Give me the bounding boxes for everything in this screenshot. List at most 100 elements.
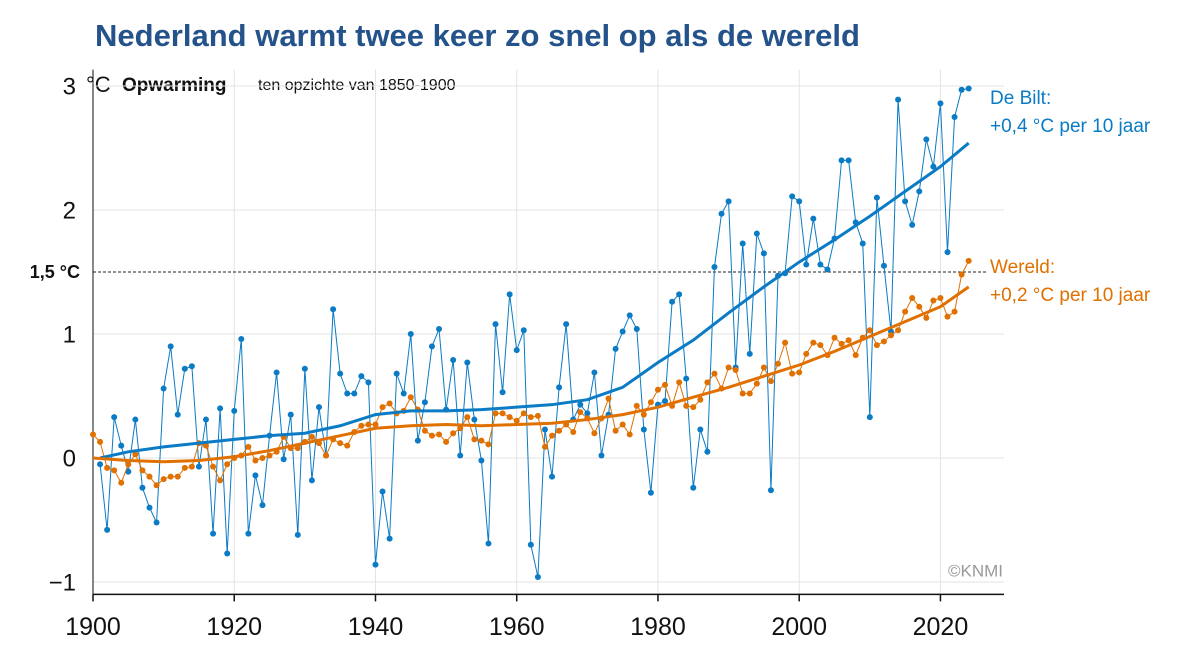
data-point (789, 193, 796, 200)
data-point (478, 457, 485, 464)
data-point (880, 338, 887, 345)
data-point (188, 463, 195, 470)
data-point (379, 404, 386, 411)
data-point (436, 326, 443, 333)
data-point (259, 502, 266, 509)
data-line (92, 260, 970, 486)
data-point (231, 407, 238, 414)
data-point (273, 369, 280, 376)
data-point (471, 436, 478, 443)
data-point (97, 461, 104, 468)
data-point (902, 198, 909, 205)
data-point (499, 389, 506, 396)
data-point (676, 291, 683, 298)
data-point (909, 295, 916, 302)
data-point (633, 402, 640, 409)
data-point (210, 463, 217, 470)
data-point (125, 461, 132, 468)
data-point (944, 249, 951, 256)
data-point (407, 394, 414, 401)
data-point (365, 421, 372, 428)
data-point (534, 412, 541, 419)
data-point (789, 370, 796, 377)
y-tick-label: 1 (63, 321, 76, 348)
data-point (951, 114, 958, 120)
data-point (591, 430, 598, 437)
data-point (704, 379, 711, 386)
data-point (534, 574, 541, 581)
data-point (287, 411, 294, 418)
data-point (259, 455, 266, 461)
data-point (654, 386, 661, 393)
trend-label: +0,4 °C per 10 jaar (990, 116, 1151, 137)
data-point (393, 370, 400, 377)
data-point (111, 467, 118, 474)
data-point (591, 369, 598, 376)
data-point (146, 473, 153, 480)
data-point (866, 414, 873, 421)
data-point (111, 414, 118, 421)
data-point (252, 457, 259, 464)
data-point (662, 381, 669, 388)
data-point (775, 360, 782, 367)
data-point (153, 519, 160, 526)
data-point (725, 198, 732, 205)
data-point (294, 445, 301, 452)
data-point (414, 437, 421, 444)
data-point (365, 379, 372, 386)
data-point (711, 264, 718, 271)
data-point (930, 297, 937, 304)
data-point (513, 417, 520, 424)
data-point (485, 540, 492, 547)
data-point (640, 426, 647, 433)
data-point (732, 366, 739, 373)
trend-label: +0,2 °C per 10 jaar (990, 285, 1151, 306)
data-point (873, 194, 880, 201)
data-point (958, 271, 965, 278)
data-line (99, 87, 969, 578)
data-point (746, 350, 753, 357)
data-point (782, 339, 789, 346)
data-point (944, 313, 951, 320)
data-point (711, 370, 718, 377)
data-point (372, 561, 379, 568)
data-point (718, 210, 725, 217)
data-point (450, 430, 457, 437)
data-point (506, 414, 513, 421)
x-tick-label: 1960 (489, 613, 545, 641)
data-point (160, 385, 167, 392)
data-point (104, 526, 111, 533)
data-point (181, 464, 188, 471)
data-point (690, 484, 697, 491)
data-point (725, 364, 732, 371)
data-point (443, 438, 450, 445)
data-point (930, 163, 937, 170)
data-point (697, 426, 704, 433)
data-point (245, 530, 252, 537)
y-tick-label: 2 (63, 197, 76, 224)
data-point (153, 482, 160, 489)
data-point (810, 215, 817, 222)
data-point (301, 365, 308, 372)
data-point (626, 312, 633, 319)
data-point (923, 314, 930, 321)
data-point (323, 452, 330, 459)
data-point (210, 530, 217, 537)
data-point (810, 339, 817, 346)
data-point (647, 399, 654, 406)
data-point (308, 433, 315, 440)
credit: ©KNMI (948, 561, 1003, 580)
data-point (527, 541, 534, 548)
data-point (224, 461, 231, 468)
data-point (746, 390, 753, 397)
data-point (577, 401, 584, 408)
data-point (450, 357, 457, 364)
data-point (958, 86, 965, 93)
series-label: De Bilt: (990, 88, 1051, 109)
data-point (457, 425, 464, 432)
data-point (238, 335, 245, 342)
data-point (541, 443, 548, 450)
x-tick-label: 2000 (771, 613, 827, 641)
data-point (965, 257, 972, 264)
data-point (245, 443, 252, 450)
